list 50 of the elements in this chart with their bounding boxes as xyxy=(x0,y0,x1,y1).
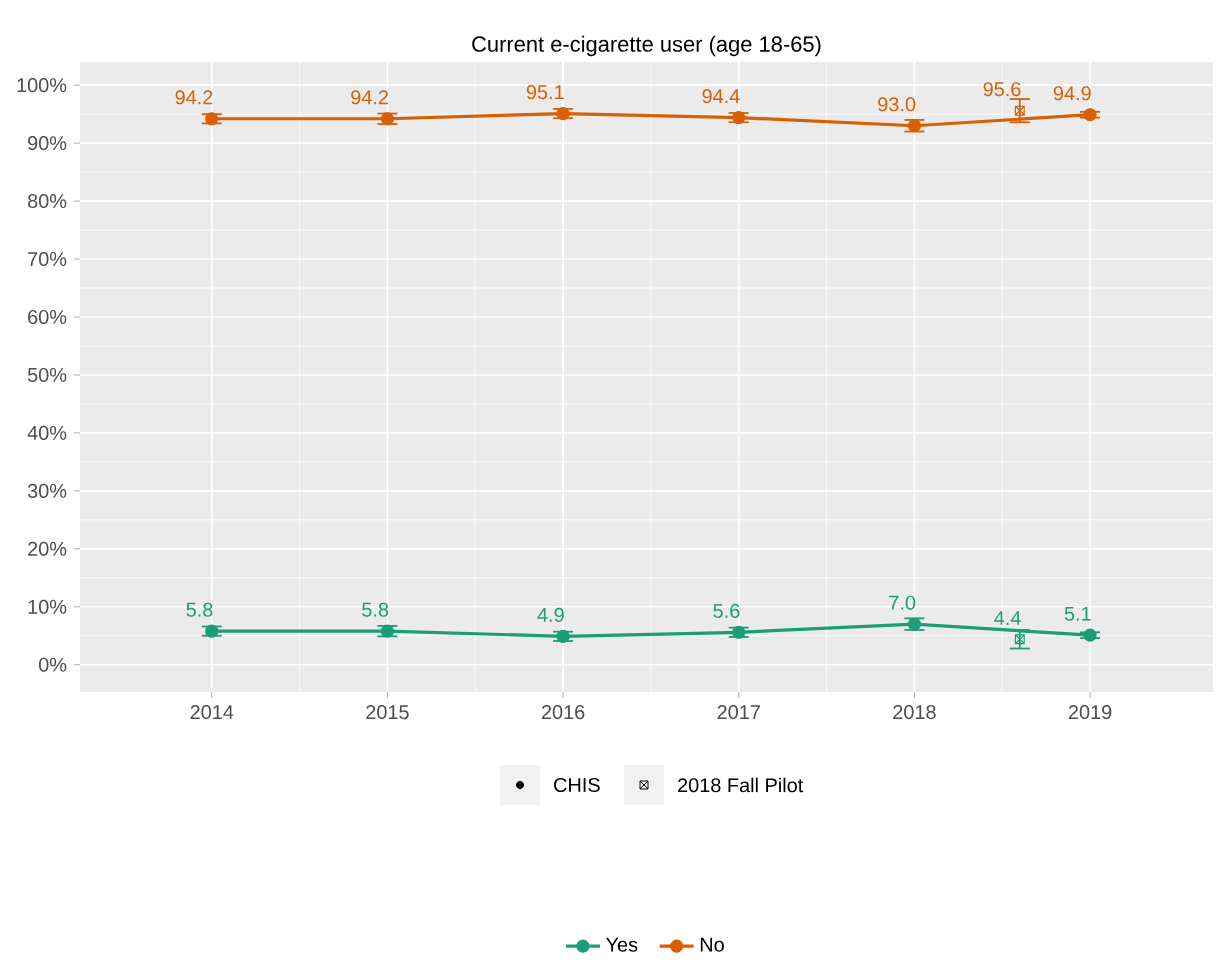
point xyxy=(1014,634,1025,644)
data-label: 95.6 xyxy=(983,81,1021,97)
data-label: 4.9 xyxy=(537,607,564,622)
data-label: 7.0 xyxy=(889,595,916,610)
point xyxy=(380,624,394,638)
data-label: 5.8 xyxy=(186,602,213,617)
x-tick-label: 2016 xyxy=(541,704,585,719)
point xyxy=(205,111,219,126)
point xyxy=(556,106,570,120)
data-label: 94.4 xyxy=(702,88,740,103)
data-label: 94.9 xyxy=(1053,85,1091,101)
y-tick-label: 100% xyxy=(17,77,67,92)
legend-label: Yes xyxy=(605,937,638,952)
point xyxy=(1083,628,1097,642)
point xyxy=(732,625,746,639)
text: 2018 Fall Pilot xyxy=(678,777,804,793)
text: CHIS xyxy=(554,777,600,792)
point xyxy=(556,629,570,643)
data-label: 95.1 xyxy=(526,84,564,99)
data-label: 93.0 xyxy=(878,97,916,112)
y-tick-label: 30% xyxy=(27,483,67,498)
y-tick-label: 0% xyxy=(38,657,67,672)
chart-title: Current e-cigarette user (age 18-65) xyxy=(472,35,821,56)
x-tick-label: 2017 xyxy=(717,704,760,719)
y-tick-label: 10% xyxy=(28,599,67,614)
point xyxy=(732,110,746,124)
y-tick-label: 50% xyxy=(27,367,67,382)
y-tick-label: 70% xyxy=(28,251,67,266)
y-tick-label: 80% xyxy=(27,193,67,208)
x-tick-label: 2014 xyxy=(190,704,234,719)
point xyxy=(907,118,921,133)
x-tick-label: 2015 xyxy=(366,704,409,719)
y-tick-label: 90% xyxy=(28,135,67,150)
data-label: 94.2 xyxy=(175,90,213,105)
y-tick-label: 40% xyxy=(27,425,67,440)
x-tick-label: 2019 xyxy=(1068,704,1112,719)
point xyxy=(1083,107,1097,122)
legend-label: No xyxy=(700,937,724,952)
point xyxy=(1014,105,1025,116)
data-label: 5.6 xyxy=(713,603,740,618)
data-label: 4.4 xyxy=(994,610,1021,625)
data-label: 5.1 xyxy=(1064,606,1091,621)
y-tick-label: 20% xyxy=(28,541,67,556)
point xyxy=(205,624,219,638)
x-tick-label: 2018 xyxy=(893,704,936,719)
point xyxy=(380,111,394,126)
data-label: 5.8 xyxy=(362,602,389,617)
data-label: 94.2 xyxy=(351,90,389,105)
point xyxy=(907,617,921,631)
y-tick-label: 60% xyxy=(28,309,67,324)
